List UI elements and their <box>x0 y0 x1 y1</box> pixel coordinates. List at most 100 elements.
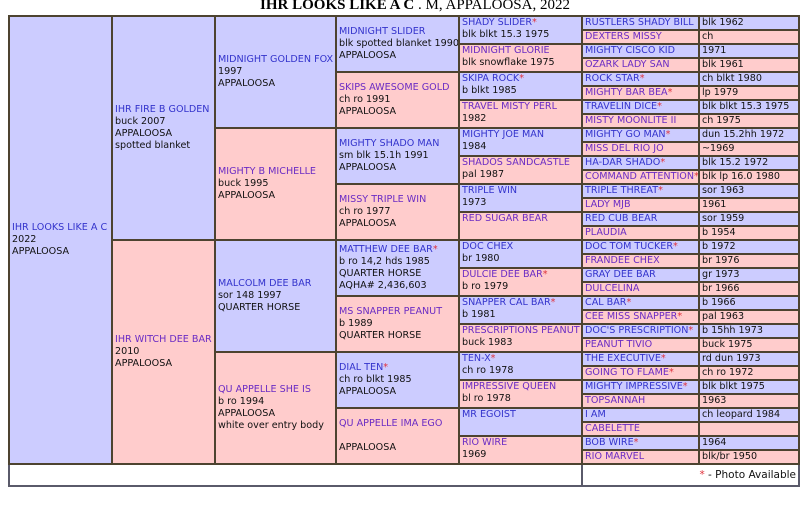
horse-name-link[interactable]: THE EXECUTIVE <box>585 353 661 364</box>
horse-detail: blk spotted blanket 1990 <box>339 38 459 49</box>
horse-detail: b ro 14,2 hds 1985 <box>339 256 430 267</box>
pedigree-row: RED SUGAR BEAR RED CUB BEAR sor 1959 <box>9 211 800 241</box>
horse-name-link[interactable]: MATTHEW DEE BAR <box>339 244 433 255</box>
horse-name-link[interactable]: PEANUT TIVIO <box>585 339 653 350</box>
gen6-horse-name-cell: MIGHTY GO MAN* <box>581 127 700 143</box>
horse-name-link[interactable]: QU APPELLE IMA EGO <box>339 418 443 429</box>
horse-name-link[interactable]: MALCOLM DEE BAR <box>218 278 312 289</box>
pedigree-row: DEXTERS MISSY ch <box>9 29 800 45</box>
photo-star-icon: * <box>660 353 666 364</box>
horse-name-link[interactable]: SNAPPER CAL BAR <box>462 297 551 308</box>
horse-name-link[interactable]: ROCK STAR <box>585 73 640 84</box>
gen3-horse-cell: MIGHTY B MICHELLE buck 1995 APPALOOSA <box>214 127 337 241</box>
horse-name-link[interactable]: IHR LOOKS LIKE A C <box>12 222 108 233</box>
photo-star-icon: * <box>677 311 683 322</box>
horse-name-link[interactable]: TRAVELIN DICE <box>585 101 658 112</box>
gen6-horse-name-cell: TOPSANNAH <box>581 393 700 409</box>
horse-name-link[interactable]: SKIPS AWESOME GOLD <box>339 82 450 93</box>
horse-name-link[interactable]: MIGHTY BAR BEA <box>585 87 668 98</box>
horse-name-link[interactable]: SHADOS SANDCASTLE <box>462 157 570 168</box>
horse-name-link[interactable]: IMPRESSIVE QUEEN <box>462 381 557 392</box>
horse-name-link[interactable]: RED SUGAR BEAR <box>462 213 548 224</box>
gen5-horse-cell: MIDNIGHT GLORIE blk snowflake 1975 <box>458 43 583 73</box>
horse-name-link[interactable]: CAL BAR <box>585 297 627 308</box>
horse-name-link[interactable]: HA-DAR SHADO <box>585 157 661 168</box>
horse-name-link[interactable]: DOC CHEX <box>462 241 514 252</box>
gen6-horse-name-cell: GRAY DEE BAR <box>581 267 700 283</box>
gen2-horse-cell: IHR WITCH DEE BAR 2010 APPALOOSA <box>111 239 216 465</box>
horse-name-link[interactable]: COMMAND ATTENTION <box>585 171 695 182</box>
horse-name-link[interactable]: SKIPA ROCK <box>462 73 520 84</box>
photo-star-icon: * <box>657 101 662 112</box>
horse-name-link[interactable]: RUSTLERS SHADY BILL <box>585 17 694 28</box>
horse-name-link[interactable]: MR EGOIST <box>462 409 516 420</box>
gen6-horse-name-cell: TRIPLE THREAT* <box>581 183 700 199</box>
horse-name-link[interactable]: GRAY DEE BAR <box>585 269 656 280</box>
horse-name-link[interactable]: MIDNIGHT GOLDEN FOX <box>218 54 334 65</box>
gen6-horse-details: ch leopard 1984 <box>698 407 800 423</box>
horse-name-link[interactable]: DEXTERS MISSY <box>585 31 662 42</box>
horse-name-link[interactable]: RIO MARVEL <box>585 451 645 462</box>
gen6-horse-details: sor 1963 <box>698 183 800 199</box>
horse-detail: b 1981 <box>462 309 496 320</box>
horse-name-link[interactable]: MIGHTY JOE MAN <box>462 129 545 140</box>
gen6-horse-details: 1963 <box>698 393 800 409</box>
horse-detail: AQHA# 2,436,603 <box>339 280 427 291</box>
horse-name-link[interactable]: IHR WITCH DEE BAR <box>115 334 212 345</box>
horse-name-link[interactable]: LADY MJB <box>585 199 631 210</box>
horse-name-link[interactable]: DULCIE DEE BAR <box>462 269 543 280</box>
horse-detail: APPALOOSA <box>339 442 397 453</box>
horse-name-link[interactable]: MIGHTY B MICHELLE <box>218 166 316 177</box>
horse-name-link[interactable]: MIGHTY IMPRESSIVE <box>585 381 683 392</box>
horse-name-link[interactable]: MS SNAPPER PEANUT <box>339 306 443 317</box>
gen6-horse-details: blk lp 16.0 1980 <box>698 169 800 185</box>
gen6-horse-details: br 1966 <box>698 281 800 297</box>
gen6-horse-name-cell: TRAVELIN DICE* <box>581 99 700 115</box>
gen5-horse-cell: TRIPLE WIN 1973 <box>458 183 583 213</box>
photo-star-icon: * <box>658 185 663 196</box>
horse-name-link[interactable]: SHADY SLIDER <box>462 17 533 28</box>
horse-name-link[interactable]: OZARK LADY SAN <box>585 59 670 70</box>
horse-name-title: IHR LOOKS LIKE A C <box>260 0 415 13</box>
horse-detail: 2010 <box>115 346 140 357</box>
horse-name-link[interactable]: MISTY MOONLITE II <box>585 115 677 126</box>
horse-name-link[interactable]: MIGHTY CISCO KID <box>585 45 675 56</box>
horse-name-link[interactable]: QU APPELLE SHE IS <box>218 384 311 395</box>
horse-name-link[interactable]: FRANDEE CHEX <box>585 255 660 266</box>
horse-name-link[interactable]: TRAVEL MISTY PERL <box>462 101 557 112</box>
horse-name-link[interactable]: TRIPLE THREAT <box>585 185 659 196</box>
horse-name-link[interactable]: TRIPLE WIN <box>462 185 518 196</box>
horse-name-link[interactable]: DOC TOM TUCKER <box>585 241 674 252</box>
horse-name-link[interactable]: MISSY TRIPLE WIN <box>339 194 427 205</box>
gen4-horse-cell: MISSY TRIPLE WIN ch ro 1977 APPALOOSA <box>335 183 460 241</box>
gen6-horse-name-cell: OZARK LADY SAN <box>581 57 700 73</box>
horse-name-link[interactable]: MIDNIGHT SLIDER <box>339 26 426 37</box>
horse-name-link[interactable]: CABELETTE <box>585 423 640 434</box>
horse-name-link[interactable]: I AM <box>585 409 606 420</box>
horse-name-link[interactable]: RIO WIRE <box>462 437 508 448</box>
horse-name-link[interactable]: DOC'S PRESCRIPTION <box>585 325 689 336</box>
horse-detail: APPALOOSA <box>339 386 397 397</box>
horse-name-link[interactable]: PRESCRIPTIONS PEANUT <box>462 325 580 336</box>
horse-name-link[interactable]: IHR FIRE B GOLDEN <box>115 104 210 115</box>
horse-name-link[interactable]: DIAL TEN <box>339 362 384 373</box>
horse-name-link[interactable]: TEN-X <box>462 353 491 364</box>
horse-name-link[interactable]: MIGHTY SHADO MAN <box>339 138 440 149</box>
horse-name-link[interactable]: DULCELINA <box>585 283 640 294</box>
horse-name-link[interactable]: CEE MISS SNAPPER <box>585 311 678 322</box>
horse-name-link[interactable]: MIGHTY GO MAN <box>585 129 666 140</box>
pedigree-row: QU APPELLE IMA EGO APPALOOSA MR EGOIST I AM… <box>9 407 800 465</box>
horse-name-link[interactable]: MIDNIGHT GLORIE <box>462 45 550 56</box>
gen6-horse-details: blk blkt 15.3 1975 <box>698 99 800 115</box>
horse-name-link[interactable]: RED CUB BEAR <box>585 213 658 224</box>
gen6-horse-name-cell: DOC TOM TUCKER* <box>581 239 700 255</box>
horse-name-link[interactable]: PLAUDIA <box>585 227 627 238</box>
horse-name-link[interactable]: MISS DEL RIO JO <box>585 143 664 154</box>
horse-name-link[interactable]: BOB WIRE <box>585 437 634 448</box>
photo-star-icon: * <box>490 353 496 364</box>
gen6-horse-details: b 1954 <box>698 225 800 241</box>
gen6-horse-name-cell: DOC'S PRESCRIPTION* <box>581 323 700 339</box>
horse-name-link[interactable]: TOPSANNAH <box>585 395 646 406</box>
gen6-horse-name-cell: GOING TO FLAME* <box>581 365 700 381</box>
horse-name-link[interactable]: GOING TO FLAME <box>585 367 669 378</box>
